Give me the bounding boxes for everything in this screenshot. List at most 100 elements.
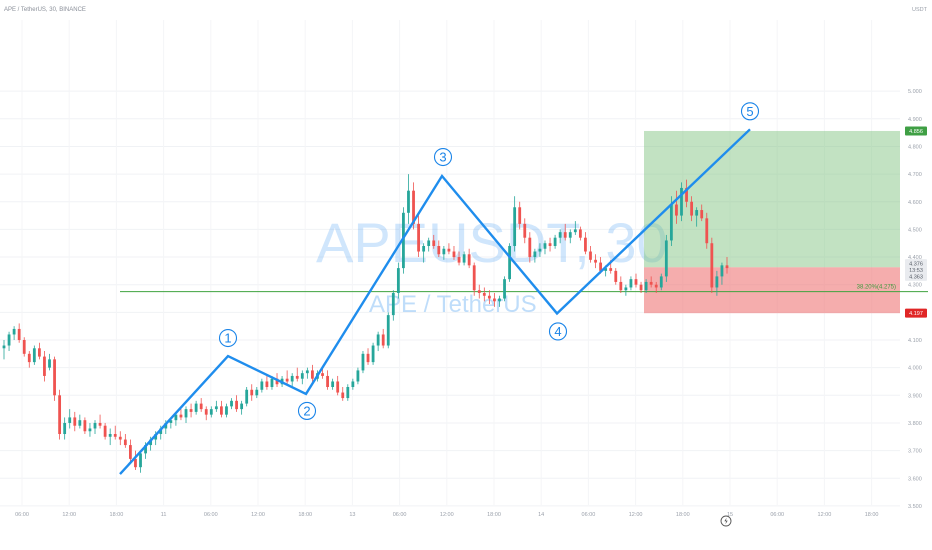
candle-body — [649, 281, 653, 285]
price-label-bg — [905, 271, 927, 281]
candle-body — [589, 251, 592, 260]
axis-currency-label: USDT — [912, 7, 928, 13]
candle — [27, 351, 31, 368]
candle-body — [629, 279, 633, 288]
candle — [664, 234, 668, 282]
candle-body — [664, 240, 668, 277]
candle — [487, 290, 491, 305]
candle — [725, 257, 729, 274]
candle-body — [472, 265, 476, 291]
candle-body — [710, 243, 714, 288]
candle — [290, 373, 294, 388]
replay-icon[interactable] — [720, 515, 732, 527]
candle-body — [103, 425, 107, 437]
candle — [427, 237, 431, 252]
candle-body — [179, 414, 183, 418]
elliott-wave-line[interactable] — [119, 128, 751, 475]
candle-body — [356, 370, 360, 382]
candle-body — [644, 281, 648, 291]
candle — [199, 398, 203, 412]
x-tick-label: 18:00 — [110, 512, 124, 518]
wave-label-5[interactable]: 5 — [740, 102, 760, 121]
candle-body — [300, 373, 304, 379]
candle-body — [270, 378, 274, 388]
time-axis[interactable]: 06:00 12:00 18:00 11 06:00 12:00 18:00 13 06:00 1… — [15, 512, 878, 518]
candle-body — [194, 403, 198, 412]
candle-body — [720, 265, 724, 277]
candle-body — [513, 207, 517, 246]
candle — [73, 411, 77, 432]
candle-body — [604, 268, 608, 271]
candle-body — [225, 406, 228, 415]
candle — [220, 400, 223, 418]
candle — [32, 345, 36, 365]
candle — [255, 387, 259, 399]
candle-body — [523, 223, 527, 238]
y-tick-label: 4.000 — [908, 366, 922, 372]
candle — [260, 378, 264, 393]
candle — [558, 229, 562, 244]
candle-body — [437, 245, 441, 255]
candle — [300, 370, 304, 385]
candle-body — [58, 395, 62, 435]
grid-lines — [0, 20, 900, 507]
candle — [477, 284, 481, 299]
candle-body — [174, 414, 178, 421]
wave-label-text: 2 — [303, 403, 310, 418]
candle-body — [594, 259, 597, 263]
wave-label-2[interactable]: 2 — [297, 401, 317, 420]
candle-body — [447, 248, 451, 252]
y-tick-label: 3.700 — [908, 449, 922, 455]
price-label-bg — [905, 308, 927, 318]
candle-body — [128, 445, 132, 459]
wave-label-3[interactable]: 3 — [433, 147, 453, 167]
candle — [381, 328, 385, 349]
candle-body — [265, 381, 269, 388]
candle — [346, 384, 350, 401]
candle-body — [321, 373, 324, 376]
candle — [37, 342, 41, 360]
candle-body — [230, 400, 233, 407]
candle — [659, 273, 663, 291]
candle-body — [169, 420, 173, 423]
candle-body — [442, 248, 446, 255]
x-tick-label: 12:00 — [251, 512, 265, 518]
candle — [675, 190, 678, 224]
price-label-stop: 4.197 — [905, 308, 927, 318]
candle — [457, 251, 461, 266]
candle — [594, 254, 597, 269]
candle — [720, 262, 724, 285]
candle — [311, 364, 314, 382]
candle-body — [548, 243, 552, 246]
candle-body — [189, 409, 193, 412]
candle — [391, 290, 395, 321]
candle-body — [462, 254, 466, 263]
candle-body — [88, 428, 92, 432]
candle-body — [619, 281, 623, 291]
wave-label-circle — [433, 147, 453, 167]
candle-body — [351, 381, 355, 388]
candle-body — [553, 237, 557, 246]
wave-label-text: 1 — [224, 331, 231, 346]
candle-body — [659, 276, 663, 288]
x-tick-label: 06:00 — [582, 512, 596, 518]
candle — [351, 378, 355, 390]
y-tick-label: 4.900 — [908, 117, 922, 123]
candle-body — [220, 406, 223, 415]
candle — [295, 367, 299, 382]
price-label-target: 4.856 — [905, 126, 927, 136]
candle — [629, 276, 633, 291]
stop-zone[interactable] — [644, 267, 900, 314]
wave-label-1[interactable]: 1 — [218, 328, 238, 348]
x-tick-label: 12:00 — [818, 512, 832, 518]
candle-body — [295, 375, 299, 379]
candle — [548, 237, 552, 252]
candle — [341, 387, 345, 401]
wave-label-4[interactable]: 4 — [548, 322, 568, 341]
candle-body — [376, 334, 380, 346]
candle — [43, 351, 46, 382]
candle — [230, 398, 233, 410]
candle — [573, 221, 577, 235]
